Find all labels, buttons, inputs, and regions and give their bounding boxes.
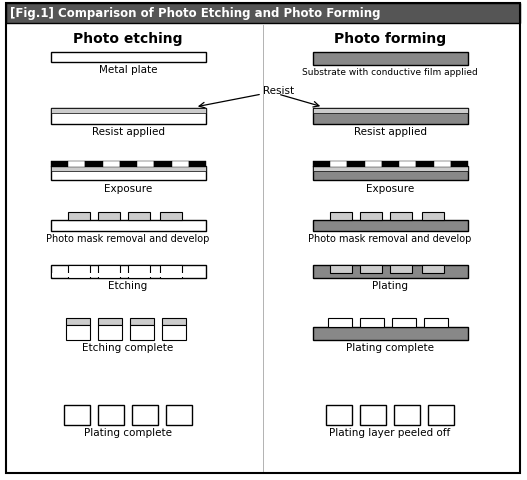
Bar xyxy=(64,405,90,425)
Bar xyxy=(68,161,85,167)
Bar xyxy=(313,220,468,231)
Bar xyxy=(360,405,386,425)
Bar xyxy=(66,325,90,340)
Text: Resist applied: Resist applied xyxy=(354,127,426,137)
Bar xyxy=(130,318,154,325)
Bar xyxy=(422,212,444,220)
Text: Photo forming: Photo forming xyxy=(334,32,446,46)
Bar xyxy=(313,161,330,167)
Bar xyxy=(103,161,120,167)
Text: Photo mask removal and develop: Photo mask removal and develop xyxy=(308,234,472,244)
Text: Photo mask removal and develop: Photo mask removal and develop xyxy=(46,234,210,244)
Bar xyxy=(162,318,186,325)
Bar xyxy=(313,166,468,180)
Bar xyxy=(51,272,206,278)
Bar xyxy=(313,327,468,340)
Bar xyxy=(313,108,468,113)
Bar xyxy=(98,318,122,325)
Bar xyxy=(51,161,68,167)
Bar xyxy=(128,212,150,220)
Bar xyxy=(330,212,352,220)
Bar xyxy=(6,3,520,23)
Bar xyxy=(154,161,172,167)
Bar xyxy=(428,405,454,425)
Text: Resist: Resist xyxy=(263,86,294,96)
Bar xyxy=(98,405,124,425)
Text: Plating layer peeled off: Plating layer peeled off xyxy=(329,428,451,438)
Bar xyxy=(68,212,90,220)
Bar xyxy=(313,166,468,171)
Text: Etching complete: Etching complete xyxy=(82,343,173,353)
Bar xyxy=(132,405,158,425)
Text: Photo etching: Photo etching xyxy=(73,32,183,46)
Bar xyxy=(382,161,399,167)
Bar xyxy=(416,161,434,167)
Bar xyxy=(160,265,182,278)
Bar xyxy=(51,52,206,62)
Bar xyxy=(98,325,122,340)
Bar xyxy=(390,212,412,220)
Bar xyxy=(85,161,103,167)
Bar xyxy=(360,318,384,327)
Bar xyxy=(394,405,420,425)
Bar xyxy=(128,265,150,278)
Bar xyxy=(51,108,206,113)
Bar xyxy=(434,161,451,167)
Bar xyxy=(330,265,352,273)
Text: Plating: Plating xyxy=(372,281,408,291)
Bar xyxy=(326,405,352,425)
Bar xyxy=(392,318,416,327)
Bar xyxy=(313,108,468,124)
Text: Plating complete: Plating complete xyxy=(346,343,434,353)
Bar xyxy=(313,265,468,278)
Bar xyxy=(160,212,182,220)
Bar xyxy=(360,265,382,273)
Bar xyxy=(172,161,189,167)
Text: Resist applied: Resist applied xyxy=(92,127,164,137)
Text: Exposure: Exposure xyxy=(366,184,414,194)
Bar xyxy=(162,325,186,340)
Bar xyxy=(66,318,90,325)
Text: Substrate with conductive film applied: Substrate with conductive film applied xyxy=(302,68,478,77)
Bar xyxy=(120,161,137,167)
Text: Plating complete: Plating complete xyxy=(84,428,172,438)
Bar xyxy=(51,166,206,171)
Bar xyxy=(365,161,382,167)
Bar xyxy=(189,161,206,167)
Bar xyxy=(166,405,192,425)
Text: Exposure: Exposure xyxy=(104,184,152,194)
Bar xyxy=(451,161,468,167)
Text: Metal plate: Metal plate xyxy=(99,65,157,75)
Bar xyxy=(51,220,206,231)
Bar xyxy=(98,265,120,278)
Bar xyxy=(390,265,412,273)
Bar xyxy=(130,325,154,340)
Bar xyxy=(98,212,120,220)
Bar xyxy=(330,161,347,167)
Bar xyxy=(360,212,382,220)
Text: [Fig.1] Comparison of Photo Etching and Photo Forming: [Fig.1] Comparison of Photo Etching and … xyxy=(10,7,380,20)
Bar xyxy=(51,166,206,180)
Text: Etching: Etching xyxy=(109,281,148,291)
Bar xyxy=(51,108,206,124)
Bar xyxy=(52,273,205,277)
Bar xyxy=(68,265,90,278)
Bar xyxy=(328,318,352,327)
Bar xyxy=(424,318,448,327)
Bar xyxy=(347,161,365,167)
Bar xyxy=(422,265,444,273)
Bar xyxy=(313,52,468,65)
Bar xyxy=(51,265,206,278)
Bar xyxy=(399,161,416,167)
Bar xyxy=(137,161,154,167)
